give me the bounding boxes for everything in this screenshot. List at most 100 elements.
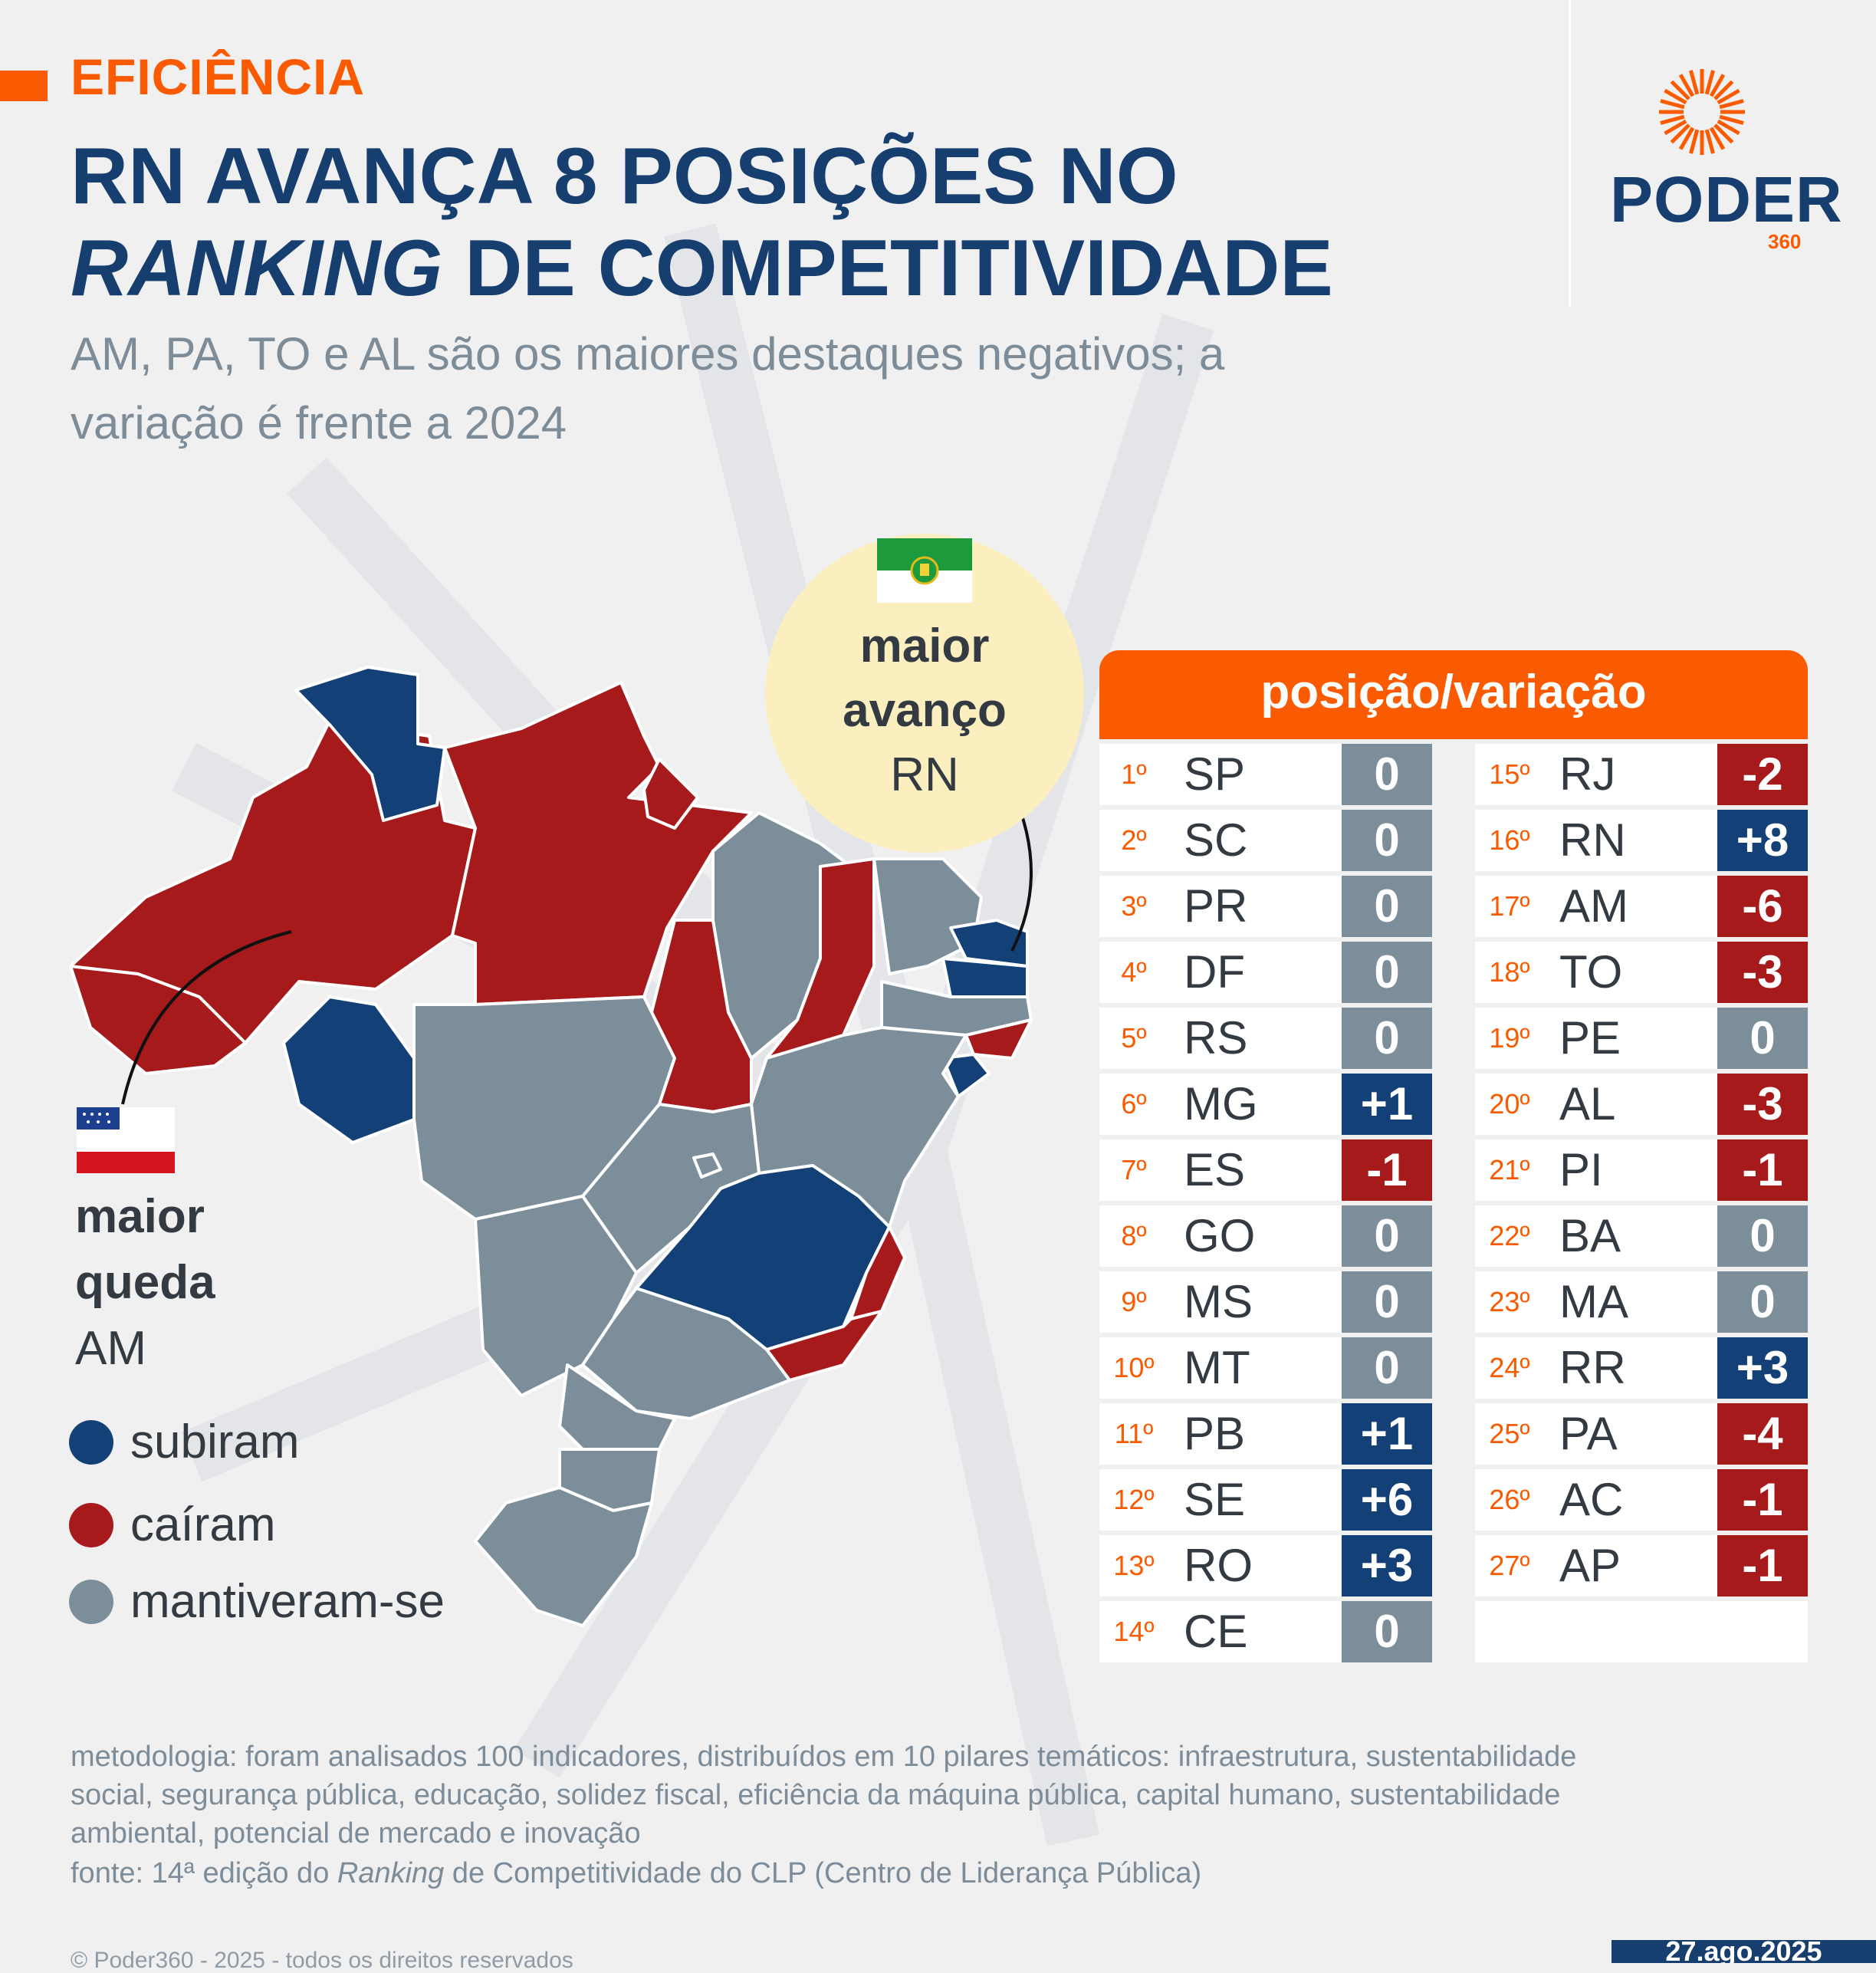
legend-label-subiram: subiram (130, 1416, 300, 1468)
map-state-rn (949, 919, 1029, 968)
state-code: PR (1184, 880, 1248, 932)
rank-position: 2º (1121, 824, 1147, 856)
legend-dot-subiram (69, 1420, 113, 1465)
map-state-df (692, 1153, 722, 1179)
state-code: ES (1184, 1144, 1246, 1195)
sun-ray (1713, 80, 1734, 100)
sun-ray (1719, 99, 1744, 110)
sun-ray (1717, 88, 1740, 105)
state-code: SP (1184, 748, 1246, 800)
rank-change: -6 (1717, 876, 1808, 937)
state-code: RR (1559, 1342, 1626, 1393)
rank-change: 0 (1342, 1205, 1432, 1267)
rank-position: 19º (1489, 1022, 1530, 1054)
state-code: RO (1184, 1540, 1253, 1591)
state-code: DF (1184, 946, 1245, 998)
rank-change: -1 (1717, 1139, 1808, 1201)
sun-ray (1713, 123, 1734, 144)
rank-change: 0 (1717, 1205, 1808, 1267)
rank-change: +3 (1717, 1337, 1808, 1399)
rank-position: 27º (1489, 1550, 1530, 1581)
sun-ray (1678, 127, 1695, 150)
rank-position: 13º (1113, 1550, 1155, 1581)
source-line: fonte: 14ª edição do Ranking de Competit… (71, 1859, 1201, 1888)
sun-ray (1689, 70, 1700, 95)
map-state-pa (443, 681, 753, 1006)
state-code: CE (1184, 1606, 1248, 1657)
sun-ray (1670, 80, 1690, 100)
source-italic: Ranking (337, 1857, 445, 1889)
rank-position: 24º (1489, 1352, 1530, 1383)
sun-ray (1689, 129, 1700, 154)
map-state-mg (635, 1164, 891, 1351)
rank-change: +1 (1342, 1403, 1432, 1465)
rn-callout-line-2: avanço (843, 684, 1007, 737)
sun-ray (1704, 129, 1715, 154)
rank-position: 23º (1489, 1286, 1530, 1317)
kicker: EFICIÊNCIA (71, 48, 366, 105)
rank-position: 9º (1121, 1286, 1147, 1317)
flag-am-icon (77, 1107, 175, 1173)
rank-position: 15º (1489, 758, 1530, 790)
map-state-se (941, 1053, 991, 1098)
rank-position: 26º (1489, 1484, 1530, 1515)
legend-dot-cairam (69, 1503, 113, 1547)
sun-ray (1660, 114, 1685, 125)
sun-ray (1717, 119, 1740, 136)
sun-ray (1719, 114, 1744, 125)
map-state-rs (474, 1486, 653, 1627)
title-line-1: RN AVANÇA 8 POSIÇÕES NO (71, 132, 1178, 221)
logo-wordmark: PODER (1610, 163, 1843, 235)
sun-ray (1678, 74, 1695, 97)
rank-position: 12º (1113, 1484, 1155, 1515)
am-callout-state: AM (75, 1322, 146, 1375)
state-code: RS (1184, 1012, 1248, 1064)
state-code: MA (1559, 1276, 1628, 1327)
rank-change: 0 (1342, 744, 1432, 805)
map-state-am (69, 719, 477, 1044)
rank-position: 1º (1121, 758, 1147, 790)
rank-position: 18º (1489, 956, 1530, 988)
rank-change: -1 (1342, 1139, 1432, 1201)
brazil-map (69, 666, 1033, 1627)
rank-position: 4º (1121, 956, 1147, 988)
title-italic: RANKING (71, 224, 443, 313)
rank-position: 7º (1121, 1154, 1147, 1185)
map-state-ap (642, 758, 699, 830)
table-row (1475, 1601, 1808, 1662)
sun-ray (1670, 123, 1690, 144)
header-divider (1569, 0, 1571, 307)
state-code: TO (1559, 946, 1623, 998)
date-label: 27.ago.2025 (1665, 1940, 1822, 1963)
legend-label-cairam: caíram (130, 1498, 276, 1551)
rank-change: +3 (1342, 1535, 1432, 1596)
sun-ray (1704, 70, 1715, 95)
map-state-rr (294, 666, 446, 822)
methodology-line-1: metodologia: foram analisados 100 indica… (71, 1741, 1577, 1773)
rank-position: 5º (1121, 1022, 1147, 1054)
rank-position: 14º (1113, 1616, 1155, 1647)
rn-callout-state: RN (890, 748, 959, 801)
rank-position: 20º (1489, 1088, 1530, 1120)
kicker-bar (0, 71, 48, 101)
rank-change: -4 (1717, 1403, 1808, 1465)
sun-ray (1664, 88, 1687, 105)
state-code: AL (1559, 1078, 1616, 1130)
rank-change: 0 (1342, 1008, 1432, 1069)
state-code: AC (1559, 1474, 1624, 1525)
rank-position: 11º (1114, 1418, 1154, 1449)
state-code: GO (1184, 1210, 1256, 1261)
am-leader-line (121, 930, 292, 1105)
am-callout-line-2: queda (75, 1256, 215, 1309)
state-code: RJ (1559, 748, 1616, 800)
subtitle-line-1: AM, PA, TO e AL são os maiores destaques… (71, 328, 1225, 380)
rank-change: 0 (1342, 876, 1432, 937)
methodology-line-2: social, segurança pública, educação, sol… (71, 1779, 1561, 1811)
map-state-pb (941, 957, 1029, 998)
rank-position: 16º (1489, 824, 1530, 856)
state-code: PI (1559, 1144, 1603, 1195)
legend-dot-mantiveram (69, 1580, 113, 1624)
rank-change: -1 (1717, 1535, 1808, 1596)
am-callout-line-1: maior (75, 1190, 205, 1243)
rank-change: +1 (1342, 1074, 1432, 1135)
